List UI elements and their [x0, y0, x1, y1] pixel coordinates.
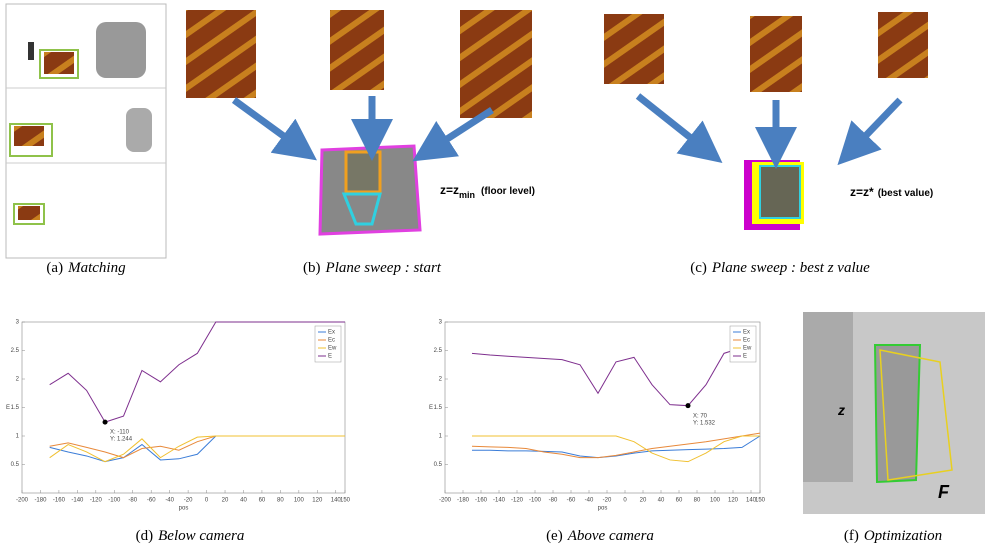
caption-text: Matching — [67, 260, 126, 276]
caption-label: (a) — [46, 260, 63, 276]
legend-label: E — [743, 354, 747, 360]
caption-label: (f) — [844, 528, 859, 544]
x-tick-label: -100 — [529, 498, 542, 504]
plot-area — [22, 322, 345, 493]
caption-text: Optimization — [864, 528, 942, 544]
caption-label: (c) — [690, 260, 707, 276]
datatip-marker — [686, 403, 691, 408]
annotation: z — [837, 402, 845, 418]
caption: (c)Plane sweep : best z value — [690, 260, 870, 276]
caption-text: Below camera — [158, 528, 244, 544]
x-tick-label: -140 — [71, 498, 84, 504]
y-axis-label: E — [6, 405, 10, 411]
legend-label: Ex — [743, 330, 750, 336]
plot-area — [445, 322, 760, 493]
y-tick-label: 2 — [16, 377, 20, 383]
x-tick-label: 150 — [340, 498, 351, 504]
x-tick-label: -200 — [16, 498, 29, 504]
caption: (a)Matching — [46, 260, 126, 276]
annotation: z=z*(best value) — [850, 185, 933, 199]
legend-label: Ew — [743, 346, 752, 352]
x-tick-label: -180 — [34, 498, 47, 504]
y-tick-label: 1.5 — [434, 405, 443, 411]
y-tick-label: 0.5 — [434, 462, 443, 468]
y-tick-label: 3 — [16, 320, 20, 326]
x-tick-label: -20 — [184, 498, 193, 504]
x-tick-label: -120 — [511, 498, 524, 504]
caption-text: Above camera — [567, 528, 654, 544]
x-tick-label: 100 — [710, 498, 721, 504]
legend-label: Ex — [328, 330, 335, 336]
x-tick-label: 40 — [240, 498, 247, 504]
x-tick-label: 120 — [728, 498, 739, 504]
annotation: z=zmin(floor level) — [440, 183, 535, 200]
x-tick-label: 60 — [259, 498, 266, 504]
x-tick-label: -160 — [53, 498, 66, 504]
x-tick-label: -40 — [165, 498, 174, 504]
x-tick-label: 80 — [694, 498, 701, 504]
caption: (f) Optimization — [844, 528, 942, 544]
x-tick-label: 100 — [294, 498, 305, 504]
datatip-label: Y: 1.244 — [110, 437, 133, 443]
x-tick-label: 80 — [277, 498, 284, 504]
plane-sweep-images — [186, 10, 928, 234]
caption: (b)Plane sweep : start — [303, 260, 442, 276]
matching-panel — [6, 4, 166, 258]
caption-text: Plane sweep : start — [325, 260, 442, 276]
x-tick-label: -20 — [603, 498, 612, 504]
y-tick-label: 1.5 — [11, 405, 20, 411]
datatip-marker — [103, 420, 108, 425]
caption-label: (e) — [546, 528, 563, 544]
x-tick-label: -60 — [567, 498, 576, 504]
x-tick-label: -140 — [493, 498, 506, 504]
y-axis-label: E — [429, 405, 433, 411]
x-axis-label: pos — [598, 506, 608, 512]
x-tick-label: 20 — [222, 498, 229, 504]
caption: (e)Above camera — [546, 528, 654, 544]
figure: z=zmin(floor level) z=z*(best value) z F… — [0, 0, 996, 552]
x-axis-label: pos — [179, 506, 189, 512]
legend-label: Ec — [743, 338, 750, 344]
legend-label: E — [328, 354, 332, 360]
y-tick-label: 2.5 — [434, 348, 443, 354]
datatip-label: Y: 1.532 — [693, 420, 716, 426]
x-tick-label: -160 — [475, 498, 488, 504]
x-tick-label: -200 — [439, 498, 452, 504]
x-tick-label: -180 — [457, 498, 470, 504]
y-tick-label: 0.5 — [11, 462, 20, 468]
x-tick-label: 20 — [640, 498, 647, 504]
x-tick-label: -120 — [90, 498, 103, 504]
x-tick-label: 0 — [205, 498, 209, 504]
x-tick-label: 0 — [623, 498, 627, 504]
annotation: F — [938, 482, 950, 502]
y-tick-label: 2 — [439, 377, 443, 383]
y-tick-label: 2.5 — [11, 348, 20, 354]
y-tick-label: 3 — [439, 320, 443, 326]
x-tick-label: -80 — [549, 498, 558, 504]
caption-label: (b) — [303, 260, 321, 276]
caption-label: (d) — [136, 528, 154, 544]
legend-label: Ec — [328, 338, 335, 344]
y-tick-label: 1 — [439, 434, 443, 440]
caption-text: Plane sweep : best z value — [711, 260, 870, 276]
y-tick-label: 1 — [16, 434, 20, 440]
legend-label: Ew — [328, 346, 337, 352]
x-tick-label: -80 — [128, 498, 137, 504]
x-tick-label: 120 — [312, 498, 323, 504]
optimization-photo: z F — [803, 312, 985, 514]
x-tick-label: -100 — [108, 498, 121, 504]
x-tick-label: -40 — [585, 498, 594, 504]
datatip-label: X: -110 — [110, 430, 130, 436]
caption: (d)Below camera — [136, 528, 245, 544]
x-tick-label: 60 — [676, 498, 683, 504]
x-tick-label: -60 — [147, 498, 156, 504]
x-tick-label: 150 — [755, 498, 766, 504]
datatip-label: X: 70 — [693, 413, 708, 419]
x-tick-label: 40 — [658, 498, 665, 504]
